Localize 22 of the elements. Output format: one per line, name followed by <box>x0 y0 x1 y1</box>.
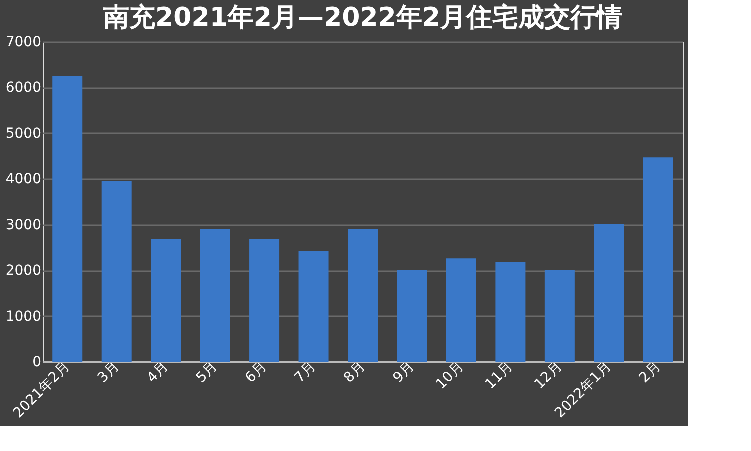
bar <box>102 180 132 362</box>
bar <box>446 258 476 362</box>
bar <box>594 224 624 362</box>
y-tick-label: 2000 <box>6 263 42 280</box>
bar <box>250 239 280 362</box>
bar <box>348 229 378 362</box>
y-tick-label: 5000 <box>6 126 42 142</box>
y-tick-label: 4000 <box>6 172 42 188</box>
bar <box>52 76 83 362</box>
y-tick-label: 3000 <box>6 217 42 234</box>
bar <box>643 158 674 362</box>
bar <box>298 251 329 362</box>
chart-title: 南充2021年2月—2022年2月住宅成交行情 <box>102 3 622 33</box>
y-tick-label: 0 <box>32 354 42 370</box>
bar <box>544 270 575 362</box>
bar <box>151 239 182 362</box>
y-tick-label: 7000 <box>6 34 42 50</box>
bar <box>397 270 428 362</box>
bar <box>496 262 526 362</box>
bar <box>200 229 230 362</box>
y-tick-label: 6000 <box>6 80 42 96</box>
y-tick-label: 1000 <box>6 308 42 325</box>
